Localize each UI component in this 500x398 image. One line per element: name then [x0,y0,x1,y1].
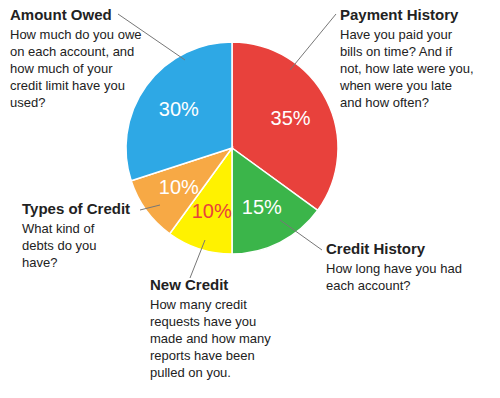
data-label: 10% [192,200,232,222]
category-description: not, how late were you, [340,61,474,76]
chart: 35% 15% 10%10% 30% Payment History Have you p… [0,0,500,398]
category-description: reports have been [150,348,255,363]
leader-line [140,205,160,210]
category-description: requests have you [150,314,256,329]
category-description: How long have you had [326,261,462,276]
category-description: each account? [326,278,411,293]
category-description: How many credit [150,297,247,312]
category-description: bills on time? And if [340,44,452,59]
category-description: have? [22,255,57,270]
data-label: 15% [242,196,282,218]
leader-line [190,240,205,278]
category-description: What kind of [22,221,95,236]
category-title: New Credit [150,276,228,293]
category-description: How much do you owe [10,27,142,42]
leader-line [280,220,322,250]
category-description: Have you paid your [340,27,453,42]
category-description: and how often? [340,95,429,110]
data-label: 30% [159,98,199,120]
category-description: on each account, and [10,44,134,59]
category-title: Payment History [340,6,459,23]
data-labels: 35% 15% 10%10% 30% [159,98,311,221]
category-title: Types of Credit [22,200,130,217]
callouts: Payment History Have you paid your bills o… [10,6,474,380]
data-label: 10% [159,176,199,198]
category-description: when were you late [339,78,452,93]
category-description: credit limit have you [10,78,125,93]
category-description: made and how many [150,331,271,346]
slices [126,42,338,254]
pie-slice [126,42,232,181]
leader-line [290,14,336,70]
category-description: pulled on you. [150,365,231,380]
category-description: how much of your [10,61,113,76]
category-description: used? [10,95,45,110]
category-description: debts do you [22,238,96,253]
data-label: 35% [271,107,311,129]
category-title: Amount Owed [10,6,112,23]
category-title: Credit History [326,240,426,257]
